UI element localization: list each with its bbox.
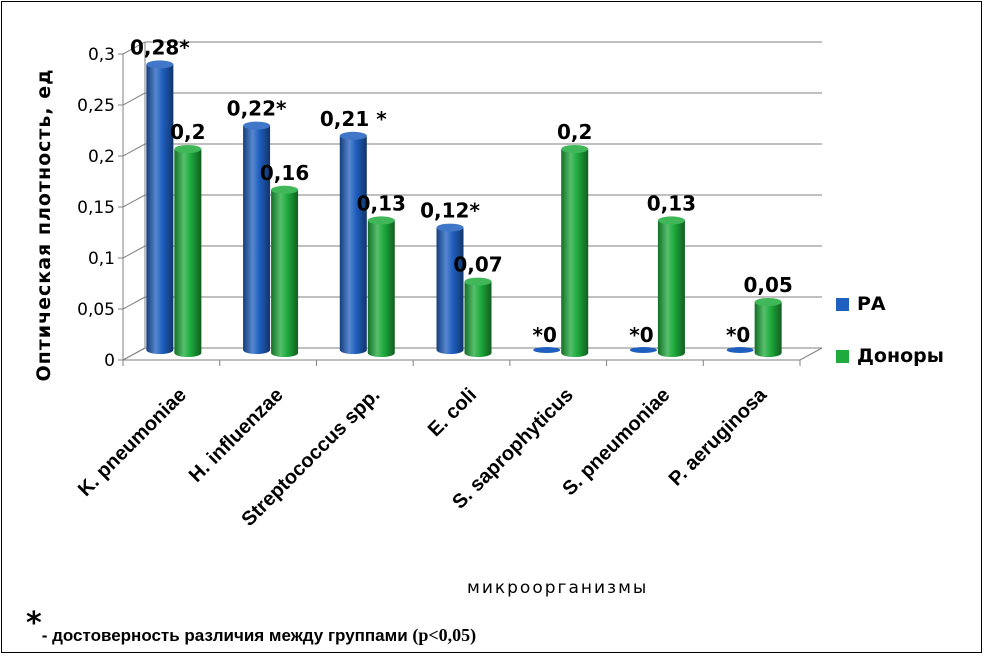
bar-top-donors [464, 277, 492, 286]
data-label-ra: *0 [533, 323, 557, 347]
bar-zero-ra [533, 347, 561, 353]
bar-donors [657, 220, 685, 357]
gridline-side [122, 41, 146, 55]
bar-donors [367, 220, 395, 357]
data-label-donors: 0,16 [260, 161, 309, 185]
data-label-ra: 0,28* [130, 35, 190, 59]
y-tick-label: 0,05 [77, 300, 115, 320]
bar-top-donors [657, 216, 685, 225]
bar-ra [339, 135, 367, 354]
legend-item-donors: Доноры [836, 344, 944, 368]
y-tick-label: 0 [104, 351, 115, 371]
data-label-ra: 0,22* [227, 97, 287, 121]
bar-donors [464, 281, 492, 357]
gridline-side [122, 92, 146, 106]
bar-ra [436, 227, 464, 354]
legend-swatch-donors [836, 349, 849, 363]
legend-swatch-ra [836, 297, 849, 311]
x-tick-label: P. aeruginosa [665, 383, 772, 490]
x-tick-label: E. coli [424, 384, 481, 441]
footnote-star: * [26, 606, 42, 641]
data-label-ra: 0,12* [420, 199, 480, 223]
legend-label-donors: Доноры [857, 345, 944, 367]
y-tick-label: 0,2 [88, 147, 115, 167]
gridline-side [122, 143, 146, 157]
data-label-donors: 0,07 [453, 253, 502, 277]
bar-ra [146, 64, 174, 355]
x-tick-label: K. pneumoniae [74, 384, 191, 501]
footnote-text: - достоверность различия между группами … [42, 625, 476, 646]
bar-donors [271, 189, 299, 357]
bar-donors [174, 149, 202, 357]
footnote: * - достоверность различия между группам… [26, 606, 476, 646]
footnote-text-main: - достоверность различия между группами [41, 626, 413, 645]
bar-top-ra [243, 121, 271, 130]
legend-label-ra: РА [857, 293, 886, 315]
gridline-side [122, 194, 146, 208]
gridline-side [122, 245, 146, 259]
data-label-donors: 0,13 [647, 191, 696, 215]
legend: РА Доноры [836, 292, 944, 396]
data-label-donors: 0,2 [170, 120, 205, 144]
bar-donors [754, 302, 782, 357]
y-tick-label: 0,3 [88, 45, 115, 65]
y-tick-label: 0,25 [77, 96, 115, 116]
data-label-donors: 0,13 [357, 191, 406, 215]
y-tick-label: 0,1 [88, 249, 115, 269]
x-tick-label: H. influenzae [185, 384, 288, 487]
bar-zero-ra [629, 347, 657, 353]
bar-zero-ra [726, 347, 754, 353]
bar-top-donors [561, 145, 589, 153]
bar-ra [243, 125, 271, 354]
bar-top-donors [271, 185, 299, 194]
bar-top-donors [754, 298, 782, 306]
legend-item-ra: РА [836, 292, 944, 316]
footnote-p-value: (p<0,05) [412, 625, 477, 645]
data-label-ra: *0 [629, 323, 653, 347]
data-label-donors: 0,05 [743, 273, 792, 297]
data-label-ra: *0 [726, 323, 750, 347]
data-label-ra: 0,21 * [320, 107, 387, 131]
y-axis-label: Оптическая плотность, ед [33, 68, 55, 382]
x-axis-label: микроорганизмы [467, 578, 649, 598]
bar-top-ra [339, 131, 367, 140]
gridline-side [122, 296, 146, 310]
bar-top-ra [146, 60, 174, 69]
y-tick-label: 0,15 [77, 198, 115, 218]
bar-top-ra [436, 223, 464, 232]
bar-donors [561, 149, 589, 357]
data-label-donors: 0,2 [557, 120, 592, 144]
bar-top-donors [174, 145, 202, 153]
bar-top-donors [367, 216, 395, 225]
